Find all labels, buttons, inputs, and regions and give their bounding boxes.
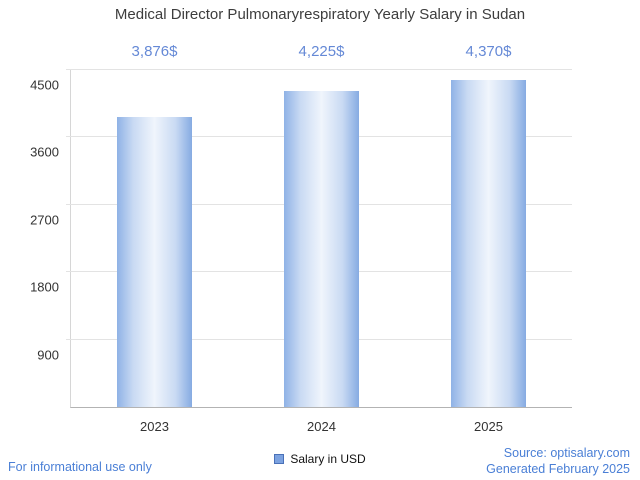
gridline [66, 69, 572, 70]
bar[interactable] [451, 79, 526, 407]
bar-column: 3,876$ 2023 [71, 43, 238, 434]
x-axis-tick-label: 2024 [307, 419, 336, 434]
disclaimer-text: For informational use only [8, 460, 152, 474]
chart-title: Medical Director Pulmonaryrespiratory Ye… [114, 6, 526, 23]
bar[interactable] [284, 90, 359, 407]
plot-wrap: 900 1800 2700 3600 4500 3,876$ 2023 4,225$ 2024… [30, 43, 572, 434]
source-link[interactable]: Source: optisalary.com [503, 445, 630, 460]
x-axis-tick-label: 2023 [140, 419, 169, 434]
source-block: Source: optisalary.com Generated Februar… [486, 445, 630, 478]
legend: Salary in USD [0, 452, 640, 466]
y-axis-tick-label: 4500 [30, 77, 59, 93]
bar-column: 4,225$ 2024 [238, 43, 405, 434]
bar-value-label: 4,225$ [298, 43, 345, 60]
y-axis-tick-label: 900 [37, 347, 59, 363]
bar-column: 4,370$ 2025 [405, 43, 572, 434]
bar[interactable] [117, 116, 192, 407]
x-axis-tick-label: 2025 [474, 419, 503, 434]
generated-date: Generated February 2025 [486, 461, 630, 476]
y-axis-tick-label: 1800 [30, 279, 59, 295]
y-axis-tick-label: 2700 [30, 212, 59, 228]
bar-value-label: 3,876$ [131, 43, 178, 60]
legend-swatch-icon [274, 454, 285, 464]
plot-area: 900 1800 2700 3600 4500 3,876$ 2023 4,225$ 2024… [30, 43, 572, 434]
bar-columns: 3,876$ 2023 4,225$ 2024 4,370$ 2025 [71, 43, 572, 434]
bar-value-label: 4,370$ [465, 43, 512, 60]
y-axis-tick-label: 3600 [30, 144, 59, 160]
legend-label: Salary in USD [290, 452, 366, 466]
